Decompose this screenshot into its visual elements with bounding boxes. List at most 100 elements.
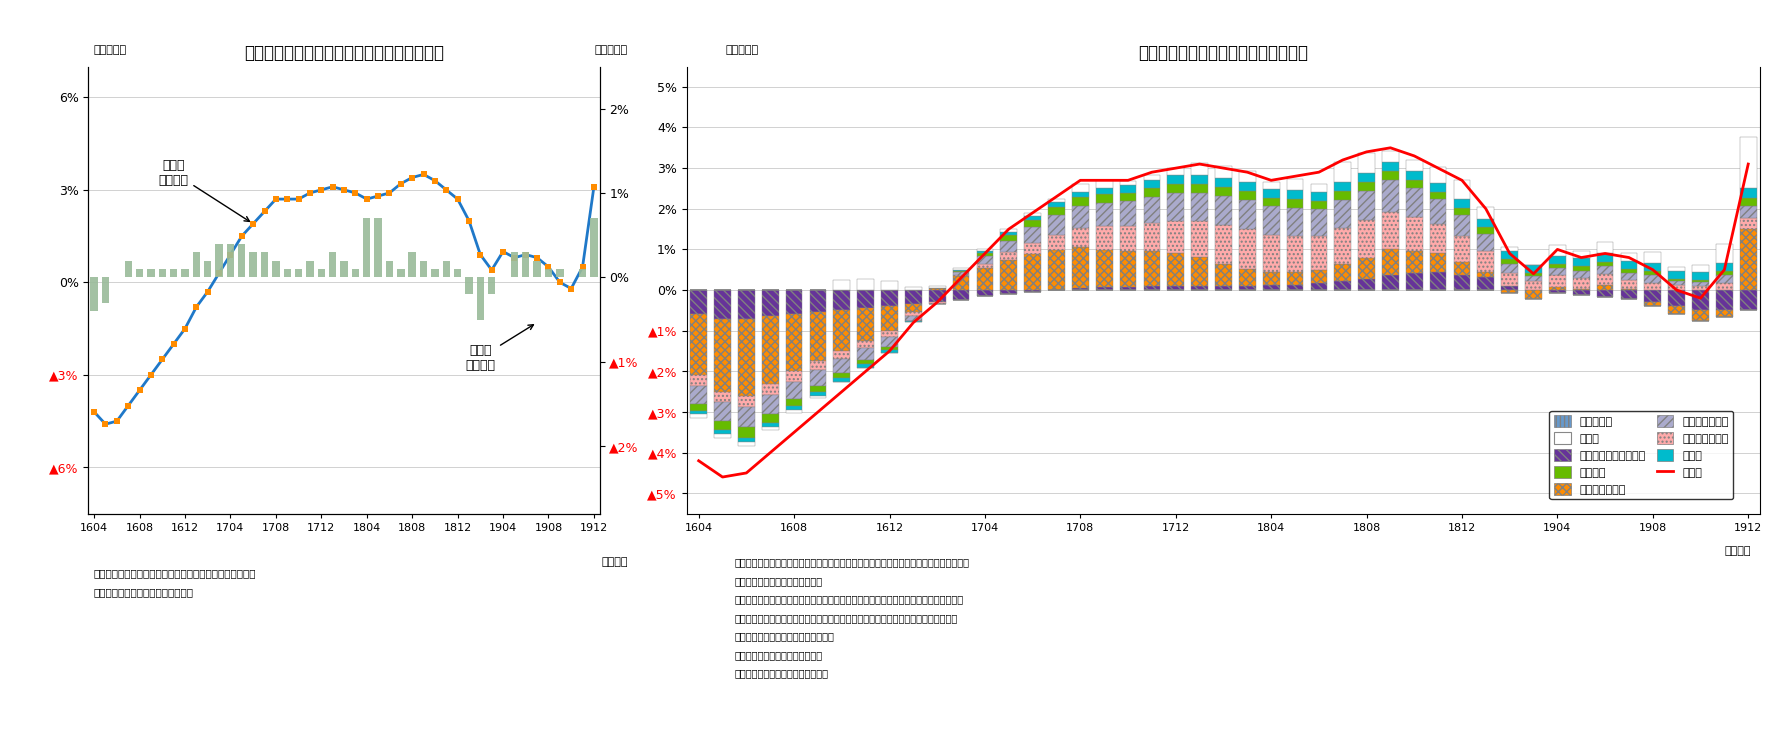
Bar [442,261,449,277]
Bar [1620,290,1638,299]
Bar [1429,253,1447,272]
Bar [690,290,708,315]
Bar [1573,259,1590,267]
Bar [833,280,851,290]
Bar [1429,272,1447,290]
Bar [1120,192,1136,202]
Bar [1406,180,1422,188]
Bar [1741,137,1757,188]
Bar [1454,236,1470,262]
Bar [283,269,290,277]
Bar [1359,154,1375,173]
Bar [1668,285,1686,290]
Bar [511,252,518,277]
Bar [1382,180,1399,212]
Bar [1668,281,1686,285]
Text: 前月比
（右軸）: 前月比 （右軸） [465,324,534,372]
Bar [1095,180,1113,188]
Text: 国内企業物価は、消費税除く: 国内企業物価は、消費税除く [734,650,823,660]
Bar [1429,183,1447,191]
Bar [1215,225,1231,264]
Bar [762,423,778,426]
Bar [1334,264,1352,281]
Bar [1286,272,1304,285]
Bar [953,268,969,270]
Text: （月次）: （月次） [601,557,628,568]
Text: その他：その他工業製品、鉱産物: その他：その他工業製品、鉱産物 [734,631,833,641]
Bar [976,290,992,296]
Bar [1597,253,1613,262]
Bar [762,395,778,415]
Bar [1143,197,1160,223]
Bar [1741,229,1757,290]
Bar [1645,290,1661,302]
Bar [1382,163,1399,171]
Bar [1168,221,1183,253]
Bar [1382,171,1399,180]
Bar [1693,310,1709,321]
Bar [1620,273,1638,280]
Bar [1525,290,1543,299]
Bar [1477,272,1495,277]
Bar [833,310,851,351]
Bar [785,398,803,406]
Bar [1024,220,1040,228]
Text: 素材（その他）：化学製品、プラスチック製品、繊維製品、パルプ・紙・同製品: 素材（その他）：化学製品、プラスチック製品、繊維製品、パルプ・紙・同製品 [734,613,957,623]
Bar [216,244,223,277]
Bar [1120,287,1136,290]
Bar [1716,263,1732,271]
Bar [906,304,922,313]
Bar [1716,283,1732,290]
Bar [1645,271,1661,276]
Bar [1406,188,1422,217]
Bar [881,306,899,330]
Bar [1429,224,1447,253]
Bar [124,261,133,277]
Bar [1716,244,1732,263]
Bar [1191,192,1208,221]
Bar [1477,277,1495,290]
Bar [363,218,370,277]
Bar [1001,252,1017,259]
Bar [386,261,393,277]
Bar [738,395,755,407]
Bar [1334,200,1352,228]
Bar [1597,242,1613,253]
Bar [1095,194,1113,202]
Bar [1620,261,1638,269]
Title: 国内企業物価指数の前年比寄与度分解: 国内企業物価指数の前年比寄与度分解 [1139,44,1309,62]
Bar [103,277,110,303]
Bar [1215,187,1231,196]
Text: （前年比）: （前年比） [725,45,759,55]
Bar [476,277,485,319]
Bar [858,361,874,364]
Bar [1454,180,1470,199]
Bar [1716,310,1732,317]
Bar [810,370,826,386]
Text: （資料）日本銀行「企業物価指数」: （資料）日本銀行「企業物価指数」 [734,668,828,678]
Bar [1047,199,1065,202]
Bar [1741,218,1757,229]
Bar [1716,271,1732,276]
Bar [858,308,874,341]
Bar [1311,184,1327,191]
Bar [1382,212,1399,250]
Bar [858,364,874,368]
Bar [762,290,778,316]
Bar [1502,290,1518,293]
Bar [810,290,826,313]
Bar [193,252,200,277]
Bar [762,426,778,430]
Bar [1429,191,1447,199]
Bar [976,268,992,290]
Bar [1550,287,1566,290]
Bar [1072,205,1088,228]
Bar [953,290,969,300]
Bar [906,287,922,290]
Bar [1024,254,1040,290]
Bar [90,277,97,311]
Bar [929,302,946,304]
Bar [1502,273,1518,286]
Bar [929,290,946,302]
Bar [1525,265,1543,273]
